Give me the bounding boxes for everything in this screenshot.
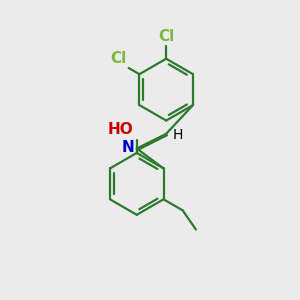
Text: N: N <box>122 140 134 155</box>
Text: Cl: Cl <box>110 51 126 66</box>
Text: Cl: Cl <box>158 29 174 44</box>
Text: H: H <box>173 128 183 142</box>
Text: HO: HO <box>108 122 134 137</box>
